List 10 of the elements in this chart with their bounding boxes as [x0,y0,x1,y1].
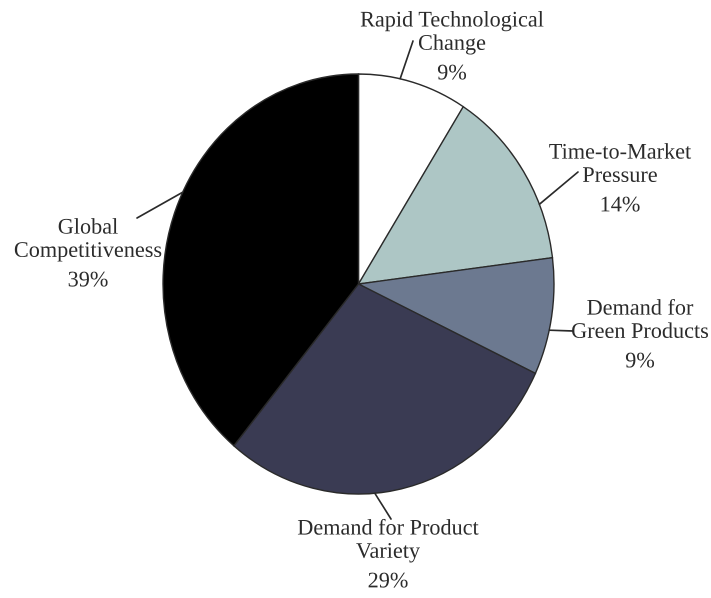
data-label: 14% [602,196,640,212]
data-label: 39% [68,272,108,287]
slice-label: Demand for Green Products [572,298,708,338]
slice-label: Time-to-Market Pressure [549,143,692,182]
slice-label: Global Competitiveness [14,218,162,262]
data-label: 29% [368,572,408,588]
slice-label: Rapid Technological Change [360,11,544,55]
data-label: 9% [438,64,466,80]
slice-label: Demand for Product Variety [298,518,479,563]
data-label: 9% [626,352,654,368]
